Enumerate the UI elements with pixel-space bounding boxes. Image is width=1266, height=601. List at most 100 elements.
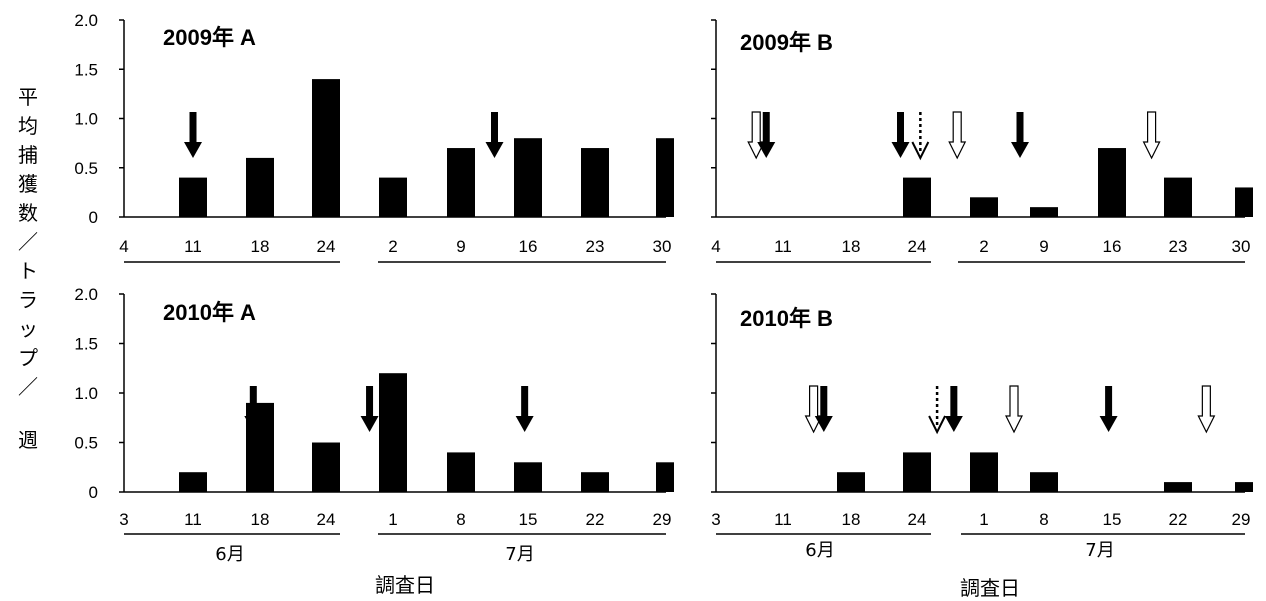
arrow-outline: [1142, 111, 1161, 160]
x-tick-label: 11: [184, 510, 202, 529]
arrow-marker-solid: [515, 386, 534, 432]
ylabel-char: ／: [18, 375, 38, 399]
bar: [656, 462, 674, 492]
arrow-outline: [747, 111, 766, 160]
x-tick-label: 24: [908, 510, 927, 529]
x-tick-label: 11: [774, 510, 792, 529]
ylabel-char: プ: [18, 346, 38, 370]
bar: [1235, 482, 1253, 492]
bar: [379, 177, 407, 217]
bar: [656, 138, 674, 217]
x-tick-label: 24: [317, 510, 336, 529]
month-label-june-right: 6月: [805, 540, 834, 561]
y-tick-label: 0: [89, 208, 98, 227]
arrow-shaft: [1016, 112, 1024, 142]
x-tick-label: 4: [711, 237, 720, 256]
x-axis-label-right: 調査日: [960, 576, 1020, 600]
bar: [581, 148, 609, 217]
bar: [514, 138, 542, 217]
x-tick-label: 4: [119, 237, 128, 256]
x-tick-label: 22: [586, 510, 605, 529]
arrow-marker-dotted: [928, 386, 946, 435]
ylabel-char: 数: [18, 201, 38, 225]
month-label-july-right: 7月: [1085, 540, 1114, 561]
arrow-marker-open: [747, 111, 766, 160]
x-tick-label: 3: [119, 510, 128, 529]
arrow-outline: [1005, 385, 1023, 434]
arrow-shaft: [322, 112, 330, 142]
x-tick-label: 29: [1232, 510, 1251, 529]
x-tick-label: 30: [653, 237, 672, 256]
arrow-shaft: [1105, 386, 1113, 416]
bar: [379, 373, 407, 492]
y-tick-label: 1.0: [74, 110, 98, 129]
bar: [1030, 207, 1058, 217]
arrow-marker-solid: [1011, 112, 1029, 158]
arrow-marker-solid: [757, 112, 776, 158]
y-axis-label: 平 均 捕 獲 数 ／ ト ラ ッ プ ／ 週: [18, 85, 38, 452]
arrow-marker-open: [804, 385, 823, 434]
x-tick-label: 8: [456, 510, 465, 529]
ylabel-char: ト: [18, 259, 38, 283]
bar: [970, 452, 998, 492]
x-tick-label: 3: [711, 510, 720, 529]
bar: [514, 462, 542, 492]
y-tick-label: 0.5: [74, 159, 98, 178]
ylabel-char: ッ: [18, 317, 38, 341]
arrow-head: [244, 416, 263, 432]
x-tick-label: 23: [586, 237, 605, 256]
panel-title: 2010年 A: [163, 300, 256, 325]
arrow-shaft: [366, 386, 374, 416]
arrow-shaft: [491, 112, 498, 142]
x-tick-label: 23: [1169, 237, 1188, 256]
arrow-head: [317, 142, 335, 158]
ylabel-char: 平: [18, 85, 38, 109]
y-tick-label: 1.0: [74, 384, 98, 403]
x-tick-label: 15: [1103, 510, 1122, 529]
y-tick-label: 0: [89, 483, 98, 502]
arrow-head: [944, 416, 963, 432]
x-tick-label: 16: [519, 237, 538, 256]
x-axis-label-left: 調査日: [375, 573, 435, 597]
arrow-marker-solid: [1099, 386, 1118, 432]
arrow-head: [814, 416, 833, 432]
bar: [903, 177, 931, 217]
arrow-marker-solid: [360, 386, 379, 432]
bar: [312, 442, 340, 492]
bar: [179, 472, 207, 492]
bar: [837, 472, 865, 492]
arrow-head: [515, 416, 534, 432]
ylabel-char: 均: [18, 114, 38, 138]
panel-title: 2010年 B: [740, 306, 833, 331]
panel-title: 2009年 A: [163, 25, 256, 50]
x-tick-label: 15: [519, 510, 538, 529]
arrow-shaft: [897, 112, 904, 142]
arrow-head: [1011, 142, 1029, 158]
panel-title: 2009年 B: [740, 30, 833, 55]
bar: [1164, 482, 1192, 492]
arrow-marker-solid: [944, 386, 963, 432]
arrow-head: [184, 142, 202, 158]
chart-panel: 2.0 1.5 1.0 0.5 0 4 11 18 24 2 9 16 23 30 2009年 A: [74, 11, 674, 263]
bar: [1164, 177, 1192, 217]
arrow-marker-open: [948, 111, 967, 160]
x-tick-label: 24: [908, 237, 927, 256]
x-tick-label: 2: [979, 237, 988, 256]
x-tick-label: 9: [1039, 237, 1048, 256]
arrow-head: [485, 142, 504, 158]
x-tick-label: 18: [251, 237, 270, 256]
bar: [903, 452, 931, 492]
month-label-july-left: 7月: [505, 544, 534, 565]
bar: [581, 472, 609, 492]
arrow-marker-open: [1197, 385, 1216, 434]
arrow-marker-dotted: [911, 112, 930, 161]
arrow-shaft: [249, 386, 257, 416]
x-tick-label: 11: [184, 237, 202, 256]
x-tick-label: 29: [653, 510, 672, 529]
y-tick-label: 1.5: [74, 60, 98, 79]
ylabel-char: ラ: [18, 288, 38, 312]
arrow-shaft: [950, 386, 958, 416]
